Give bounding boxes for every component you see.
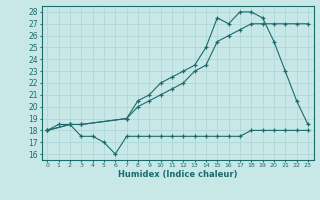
X-axis label: Humidex (Indice chaleur): Humidex (Indice chaleur) [118, 170, 237, 179]
